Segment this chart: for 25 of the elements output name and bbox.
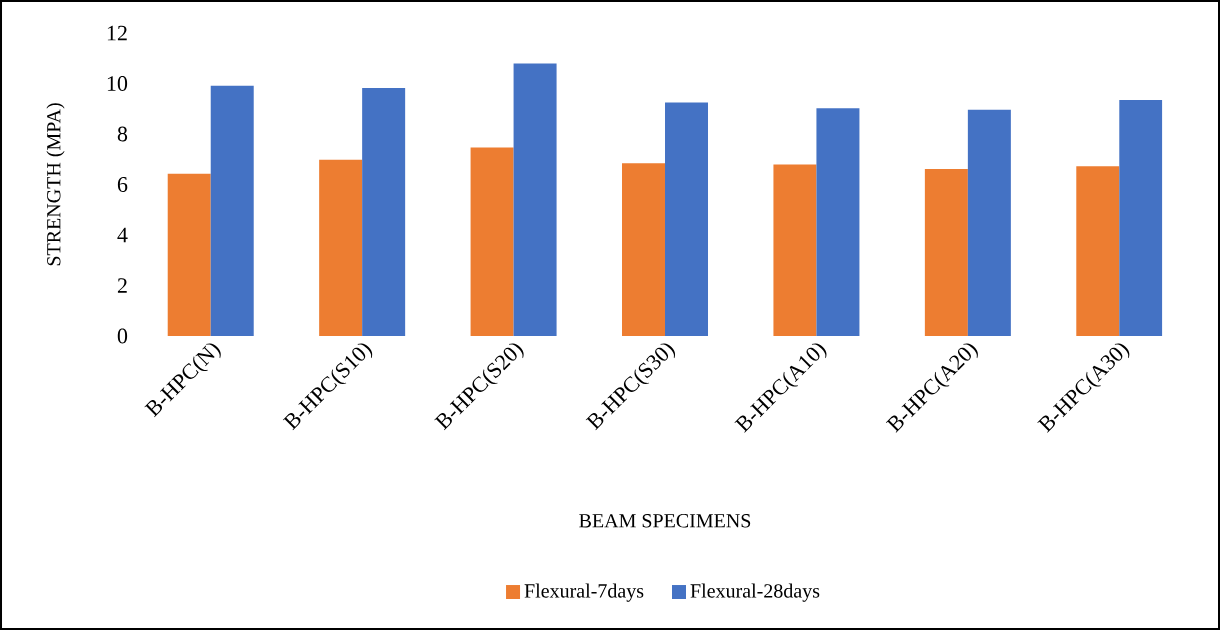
bar xyxy=(773,164,817,336)
bar xyxy=(1076,166,1120,336)
bar xyxy=(816,108,860,336)
y-tick-label: 8 xyxy=(117,126,128,142)
bar xyxy=(622,163,666,336)
bar xyxy=(665,102,708,336)
bar xyxy=(967,109,1011,336)
bar xyxy=(924,169,968,336)
legend-label: Flexural-7days xyxy=(524,583,644,602)
y-axis-title: STRENGTH (MPA) xyxy=(46,103,65,266)
bar xyxy=(513,63,557,336)
y-tick-label: 0 xyxy=(117,328,128,344)
bar xyxy=(210,85,254,336)
bar xyxy=(1119,99,1163,336)
bar xyxy=(362,88,406,336)
y-tick-label: 4 xyxy=(117,227,128,243)
y-tick-label: 10 xyxy=(107,76,128,91)
bar xyxy=(319,159,363,336)
legend-label: Flexural-28days xyxy=(690,583,820,602)
bar xyxy=(470,147,514,336)
y-tick-label: 2 xyxy=(117,278,127,293)
y-tick-label: 6 xyxy=(117,177,128,192)
y-tick-label: 12 xyxy=(107,25,127,41)
x-axis-title: BEAM SPECIMENS xyxy=(579,514,751,528)
bar xyxy=(167,173,211,336)
